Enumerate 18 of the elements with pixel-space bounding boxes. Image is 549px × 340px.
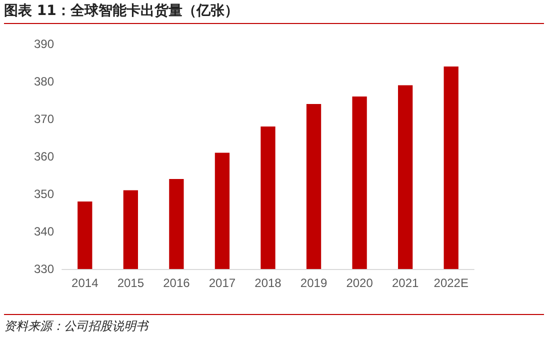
y-tick-label: 370 [34,112,54,126]
x-tick-label: 2022E [434,276,468,290]
x-tick-label: 2018 [254,276,282,290]
y-tick-label: 390 [34,37,54,51]
y-tick-label: 330 [34,262,54,276]
y-tick-label: 350 [34,187,54,201]
text: 资料来源：公司招股说明书 [4,314,544,335]
y-tick-label: 340 [34,224,54,238]
x-tick-label: 2019 [300,276,328,290]
y-tick-label: 360 [34,150,54,164]
x-tick-label: 2015 [117,276,144,290]
x-tick-label: 2014 [72,276,99,290]
x-tick-label: 2021 [392,276,420,290]
x-tick-label: 2017 [208,276,236,290]
y-tick-label: 380 [34,74,54,88]
chart-title: 图表 11：全球智能卡出货量（亿张） [4,2,544,24]
x-tick-label: 2016 [163,276,190,290]
x-tick-label: 2020 [346,276,374,290]
